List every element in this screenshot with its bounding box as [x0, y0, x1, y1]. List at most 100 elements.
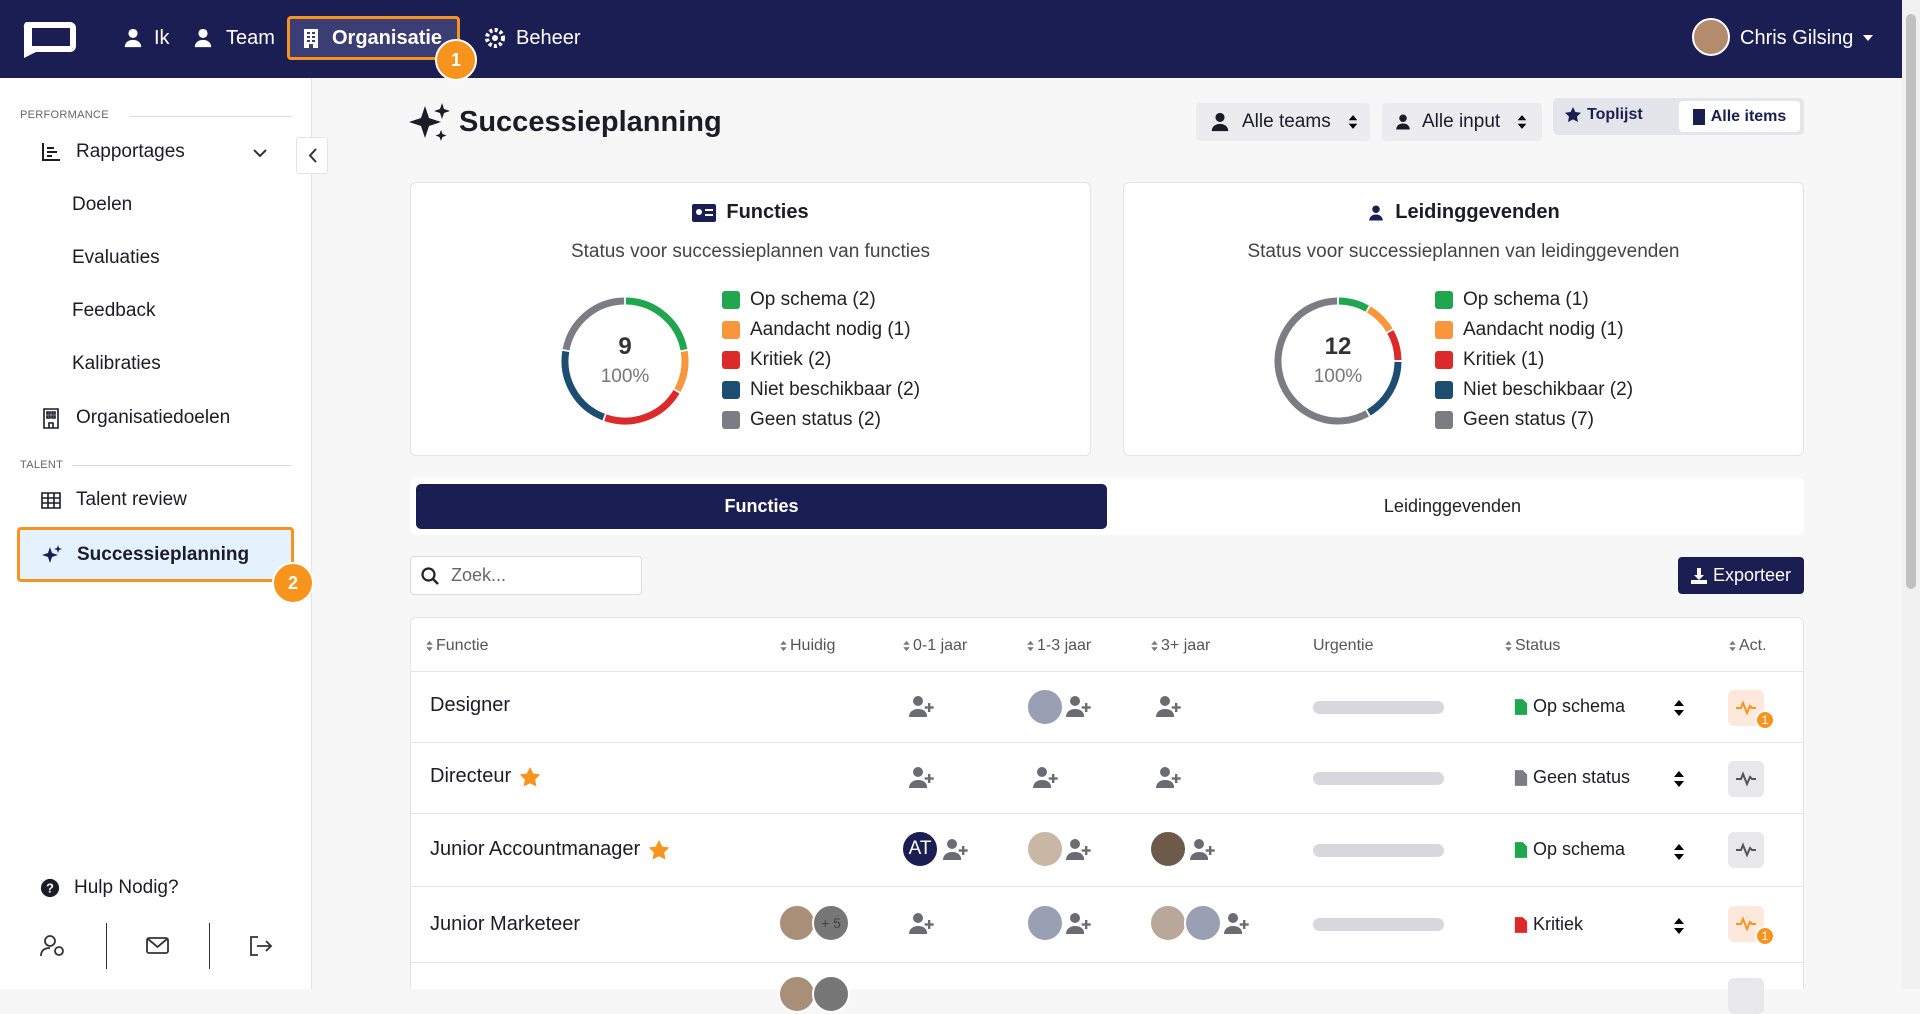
- legend-label: Kritiek (1): [1463, 349, 1545, 370]
- legend-label: Niet beschikbaar (2): [1463, 379, 1634, 400]
- search-input[interactable]: Zoek...: [410, 556, 642, 595]
- column-header[interactable]: 1-3 jaar: [1026, 637, 1091, 655]
- action-badge: 1: [1755, 926, 1775, 946]
- settings-button[interactable]: [40, 934, 66, 958]
- sidebar-item[interactable]: Evaluaties: [72, 247, 160, 268]
- avatar: [1026, 830, 1064, 868]
- filter-label: Alle input: [1422, 111, 1501, 132]
- nav-item-active[interactable]: Organisatie: [287, 16, 460, 60]
- sidebar-item[interactable]: Kalibraties: [72, 353, 161, 374]
- add-person[interactable]: [1064, 910, 1092, 938]
- sidebar-item-active[interactable]: Successieplanning: [17, 527, 294, 582]
- nav-item[interactable]: Ik: [112, 16, 180, 60]
- user-menu[interactable]: Chris Gilsing: [1730, 16, 1883, 60]
- status[interactable]: Op schema: [1514, 839, 1625, 860]
- user-name: Chris Gilsing: [1740, 26, 1854, 49]
- status[interactable]: Kritiek: [1514, 914, 1583, 935]
- sidebar-item[interactable]: Doelen: [72, 194, 133, 215]
- legend-swatch: [722, 291, 740, 309]
- sidebar-item[interactable]: Feedback: [72, 300, 156, 321]
- star-icon: [519, 766, 541, 786]
- search-icon: [421, 566, 439, 585]
- sidebar: PERFORMANCE Rapportages Doelen Evaluatie…: [0, 78, 314, 989]
- column-header[interactable]: Huidig: [779, 637, 835, 655]
- mail-button[interactable]: [146, 936, 170, 956]
- legend-label: Aandacht nodig (1): [1463, 319, 1624, 340]
- sort-icon: [1504, 639, 1513, 653]
- add-person[interactable]: [907, 764, 935, 792]
- avatar: [1149, 830, 1187, 868]
- sidebar-label: Organisatiedoelen: [76, 407, 231, 428]
- tab-active[interactable]: Functies: [416, 484, 1107, 529]
- status-label: Kritiek: [1533, 914, 1584, 934]
- select-arrows: [1672, 916, 1686, 936]
- status-label: Op schema: [1533, 839, 1626, 859]
- scrollbar-thumb[interactable]: [1906, 14, 1916, 589]
- action-button[interactable]: [1728, 978, 1764, 1014]
- sidebar-item[interactable]: Talent review: [40, 489, 187, 511]
- help-label: Hulp Nodig?: [74, 877, 179, 898]
- input-filter[interactable]: Alle input: [1382, 103, 1542, 141]
- legend-swatch: [1435, 291, 1453, 309]
- column-label: Status: [1515, 637, 1561, 654]
- export-button[interactable]: Exporteer: [1678, 557, 1804, 594]
- legend-label: Kritiek (2): [750, 349, 832, 370]
- add-person[interactable]: [907, 693, 935, 721]
- add-person[interactable]: [1064, 693, 1092, 721]
- status[interactable]: Geen status: [1514, 767, 1630, 788]
- logout-button[interactable]: [249, 935, 273, 957]
- collapse-button[interactable]: [296, 137, 328, 174]
- status[interactable]: Op schema: [1514, 696, 1625, 717]
- add-person[interactable]: [1222, 910, 1250, 938]
- chevron[interactable]: [252, 148, 268, 160]
- add-person[interactable]: [1154, 764, 1182, 792]
- add-person[interactable]: [1188, 836, 1216, 864]
- add-person[interactable]: [907, 910, 935, 938]
- column-header[interactable]: 3+ jaar: [1150, 637, 1210, 655]
- logo[interactable]: [20, 18, 76, 60]
- donut-chart: 9 100%: [561, 297, 689, 425]
- column-header[interactable]: Status: [1504, 637, 1560, 655]
- sort-icon: [1150, 639, 1159, 653]
- add-person[interactable]: [1031, 764, 1059, 792]
- star-icon: [648, 839, 670, 859]
- user-avatar[interactable]: [1692, 18, 1730, 56]
- sidebar-item[interactable]: Organisatiedoelen: [40, 407, 230, 429]
- divider: [106, 923, 107, 969]
- toggle-option-active[interactable]: Alle items: [1679, 101, 1800, 132]
- filter-label: Alle teams: [1242, 111, 1331, 132]
- more-avatars[interactable]: + 5: [812, 904, 850, 942]
- donut-segment: [674, 350, 689, 392]
- column-header[interactable]: Functie: [425, 637, 488, 655]
- status-icon: [1514, 769, 1528, 787]
- card-title: Leidinggevenden: [1124, 201, 1803, 224]
- building-icon: [1692, 108, 1705, 125]
- nav-item[interactable]: Beheer: [474, 16, 591, 60]
- sidebar-item[interactable]: Rapportages: [40, 141, 185, 163]
- team-filter[interactable]: Alle teams: [1196, 103, 1370, 141]
- row-divider: [410, 886, 1804, 887]
- caret: [1863, 35, 1874, 41]
- add-person[interactable]: [1154, 693, 1182, 721]
- help-link[interactable]: ? Hulp Nodig?: [40, 877, 179, 899]
- tab[interactable]: Leidinggevenden: [1383, 496, 1522, 516]
- pulse-icon: [1734, 838, 1758, 862]
- column-header[interactable]: 0-1 jaar: [902, 637, 967, 655]
- action-button[interactable]: [1728, 761, 1764, 797]
- column-header[interactable]: Urgentie: [1313, 637, 1373, 655]
- card-title-text: Leidinggevenden: [1395, 201, 1560, 223]
- card-title: Functies: [411, 201, 1090, 224]
- avatar: [1026, 904, 1064, 942]
- column-header[interactable]: Act.: [1728, 637, 1767, 655]
- export-label: Exporteer: [1712, 565, 1792, 585]
- add-person[interactable]: [941, 836, 969, 864]
- toggle-option[interactable]: Toplijst: [1565, 106, 1643, 124]
- action-button[interactable]: [1728, 832, 1764, 868]
- urgency-bar: [1313, 844, 1444, 857]
- legend-swatch: [722, 411, 740, 429]
- select-arrows: [1672, 698, 1686, 718]
- nav-label: Team: [226, 26, 275, 49]
- nav-item[interactable]: Team: [180, 16, 285, 60]
- add-person[interactable]: [1064, 836, 1092, 864]
- donut-segment: [1387, 330, 1402, 361]
